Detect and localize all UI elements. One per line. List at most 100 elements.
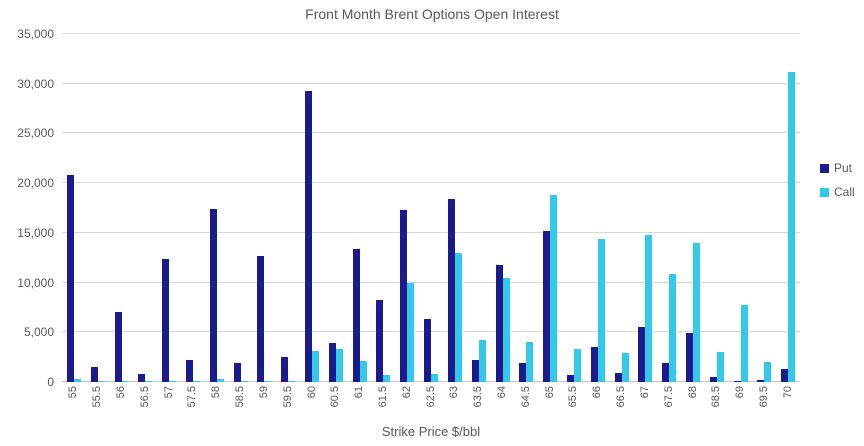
- x-tick-label: 61: [353, 386, 366, 399]
- x-tick-label: 60: [305, 386, 318, 399]
- call-bar: [431, 374, 439, 382]
- put-bar: [281, 357, 289, 382]
- category-group: [634, 34, 658, 382]
- y-tick-label: 35,000: [17, 27, 54, 41]
- put-bar: [614, 373, 622, 382]
- gridline: [62, 132, 800, 133]
- category-group: [610, 34, 634, 382]
- put-bar: [781, 369, 789, 382]
- call-bar: [550, 195, 558, 382]
- y-tick-label: 30,000: [17, 76, 54, 91]
- put-bar: [305, 91, 313, 382]
- category-group: [157, 34, 181, 382]
- x-tick-label: 59: [257, 386, 270, 399]
- legend-swatch-call-icon: [820, 187, 829, 197]
- x-tick-label: 58.5: [234, 386, 247, 408]
- x-tick-label: 67.5: [662, 386, 675, 408]
- call-bar: [764, 362, 772, 382]
- category-group: [419, 34, 443, 382]
- bars-row: [62, 34, 800, 382]
- put-bar: [90, 367, 98, 382]
- chart-title: Front Month Brent Options Open Interest: [305, 6, 559, 22]
- put-bar: [733, 381, 741, 382]
- put-bar: [138, 374, 146, 382]
- call-bar: [383, 375, 391, 382]
- call-bar: [740, 305, 748, 382]
- call-bar: [169, 381, 177, 382]
- x-tick-label: 66: [591, 386, 604, 399]
- y-axis: 0 5,000 10,000 15,000 20,000 25,000 30,000 35,0…: [0, 0, 54, 446]
- call-bar: [216, 379, 224, 382]
- category-group: [395, 34, 419, 382]
- call-bar: [264, 381, 272, 382]
- x-tick-label: 70: [781, 386, 794, 399]
- plot-area: [62, 33, 800, 382]
- legend-item-call: Call: [820, 185, 855, 199]
- category-group: [229, 34, 253, 382]
- call-bar: [788, 72, 796, 382]
- x-tick-label: 57: [162, 386, 175, 399]
- category-group: [205, 34, 229, 382]
- gridline: [62, 83, 800, 84]
- x-tick-label: 63: [448, 386, 461, 399]
- put-bar: [566, 375, 574, 382]
- category-group: [443, 34, 467, 382]
- call-bar: [407, 283, 415, 382]
- call-bar: [240, 381, 248, 382]
- call-bar: [335, 349, 343, 382]
- legend: Put Call: [820, 161, 855, 209]
- put-bar: [328, 343, 336, 382]
- x-tick-label: 62: [400, 386, 413, 399]
- x-tick-label: 63.5: [472, 386, 485, 408]
- call-bar: [73, 379, 81, 382]
- gridline: [62, 33, 800, 34]
- x-tick-label: 68.5: [710, 386, 723, 408]
- put-bar: [709, 377, 717, 382]
- call-bar: [359, 361, 367, 382]
- call-bar: [454, 253, 462, 382]
- category-group: [776, 34, 800, 382]
- x-tick-label: 58: [210, 386, 223, 399]
- category-group: [276, 34, 300, 382]
- x-tick-label: 67: [638, 386, 651, 399]
- call-bar: [669, 274, 677, 382]
- x-tick-label: 55.5: [91, 386, 104, 408]
- call-bar: [597, 239, 605, 382]
- category-group: [586, 34, 610, 382]
- category-group: [729, 34, 753, 382]
- y-tick-label: 10,000: [17, 275, 54, 290]
- put-bar: [400, 210, 408, 382]
- put-bar: [686, 333, 694, 382]
- call-bar: [97, 381, 105, 382]
- category-group: [86, 34, 110, 382]
- call-bar: [478, 340, 486, 382]
- category-group: [300, 34, 324, 382]
- x-tick-label: 61.5: [376, 386, 389, 408]
- put-bar: [352, 249, 360, 382]
- category-group: [110, 34, 134, 382]
- call-bar: [693, 243, 701, 382]
- category-group: [705, 34, 729, 382]
- y-tick-label: 25,000: [17, 126, 54, 141]
- x-tick-label: 62.5: [424, 386, 437, 408]
- x-tick-label: 57.5: [186, 386, 199, 408]
- put-bar: [543, 231, 551, 382]
- put-bar: [162, 259, 170, 382]
- legend-item-put: Put: [820, 161, 855, 175]
- category-group: [133, 34, 157, 382]
- x-tick-label: 60.5: [329, 386, 342, 408]
- category-group: [348, 34, 372, 382]
- x-tick-label: 65.5: [567, 386, 580, 408]
- y-tick-label: 15,000: [17, 225, 54, 240]
- category-group: [181, 34, 205, 382]
- x-tick-label: 64.5: [519, 386, 532, 408]
- call-bar: [288, 381, 296, 382]
- category-group: [562, 34, 586, 382]
- put-bar: [471, 360, 479, 382]
- put-bar: [447, 199, 455, 382]
- y-tick-label: 20,000: [17, 176, 54, 191]
- put-bar: [757, 380, 765, 382]
- put-bar: [519, 363, 527, 382]
- x-tick-label: 59.5: [281, 386, 294, 408]
- category-group: [491, 34, 515, 382]
